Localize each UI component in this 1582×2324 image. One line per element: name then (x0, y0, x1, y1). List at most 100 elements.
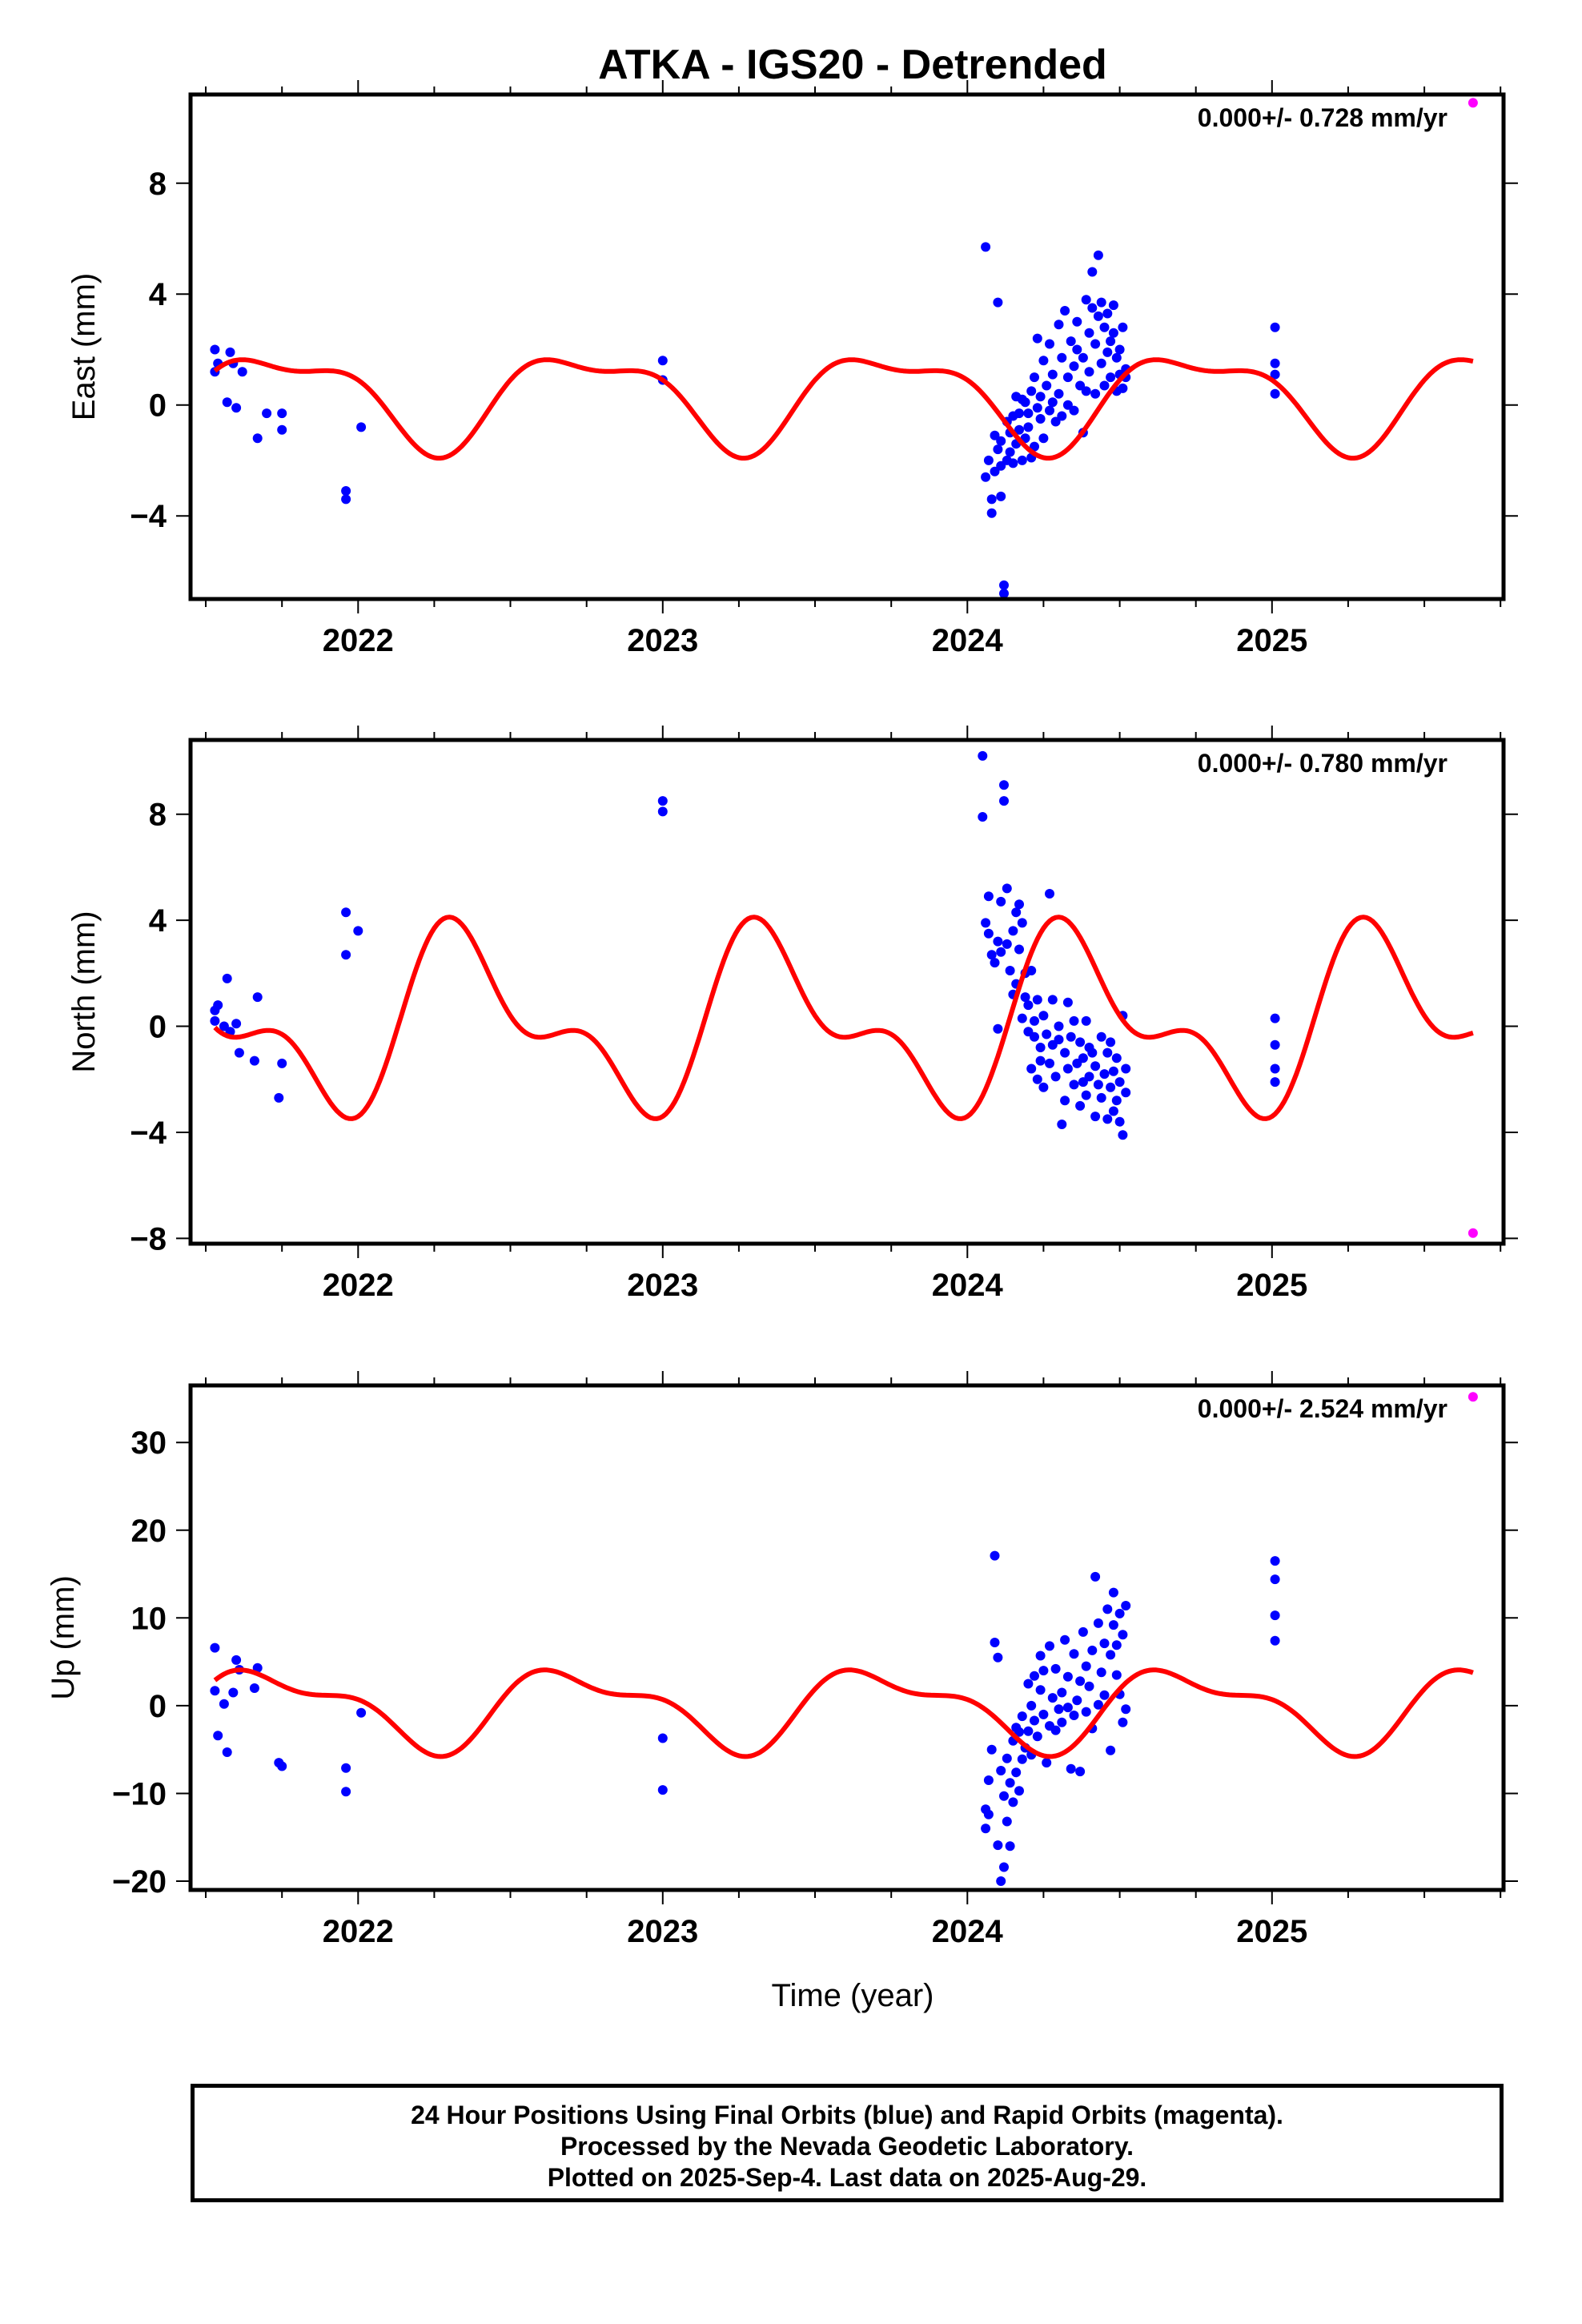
y-tick-label: 4 (149, 903, 167, 939)
final-orbit-point (1075, 1037, 1086, 1047)
final-orbit-point (1030, 1671, 1039, 1681)
final-orbit-point (1026, 1063, 1037, 1074)
final-orbit-point (978, 812, 988, 822)
final-orbit-point (1026, 386, 1037, 396)
final-orbit-point (234, 1047, 244, 1058)
final-orbit-point (1084, 1681, 1094, 1691)
final-orbit-point (999, 589, 1009, 599)
final-orbit-point (1093, 250, 1103, 260)
final-orbit-point (341, 1763, 351, 1773)
final-orbit-point (1084, 328, 1094, 338)
final-orbit-point (657, 806, 668, 817)
final-orbit-point (1017, 1711, 1027, 1722)
y-tick-label: 8 (149, 167, 167, 202)
final-orbit-point (1096, 1092, 1106, 1103)
final-orbit-point (1121, 1063, 1131, 1074)
final-orbit-point (1090, 1112, 1101, 1122)
final-orbit-point (1069, 1711, 1079, 1720)
final-orbit-point (1270, 1574, 1280, 1585)
final-orbit-point (341, 494, 351, 505)
y-tick-label: 10 (131, 1601, 167, 1636)
final-orbit-point (1111, 1053, 1122, 1063)
final-orbit-point (1075, 1676, 1086, 1687)
final-orbit-point (1050, 1725, 1061, 1735)
final-orbit-point (1093, 1618, 1103, 1628)
final-orbit-point (1270, 1556, 1280, 1566)
final-orbit-point (1038, 433, 1049, 444)
final-orbit-point (1081, 1661, 1091, 1671)
final-orbit-point (999, 796, 1009, 806)
final-orbit-point (1026, 966, 1037, 975)
final-orbit-point (1075, 380, 1086, 391)
final-orbit-point (999, 1862, 1009, 1872)
final-orbit-point (1060, 306, 1070, 316)
y-tick-label: −4 (130, 499, 167, 534)
final-orbit-point (1114, 1116, 1125, 1127)
final-orbit-point (1102, 347, 1113, 357)
final-orbit-point (1087, 1047, 1098, 1058)
final-orbit-point (986, 494, 997, 505)
final-orbit-point (1270, 369, 1280, 380)
final-orbit-point (1014, 944, 1024, 955)
final-orbit-point (999, 780, 1009, 790)
up-panel: 2022 2023 2024 2025 −20 −10 0 10 20 30 Up (mm) 0.00… (46, 1371, 1518, 1949)
final-orbit-point (1062, 400, 1073, 410)
final-orbit-point (210, 1642, 220, 1653)
final-orbit-point (1069, 405, 1079, 416)
final-orbit-point (1002, 1816, 1012, 1827)
final-orbit-point (1069, 1080, 1079, 1090)
y-tick-label: 8 (149, 798, 167, 833)
final-orbit-point (1020, 397, 1030, 408)
final-orbit-point (1069, 1649, 1079, 1659)
final-orbit-point (993, 1652, 1003, 1663)
final-orbit-point (1099, 1069, 1110, 1080)
final-orbit-point (1054, 1021, 1064, 1031)
final-orbit-point (213, 1000, 223, 1011)
final-orbit-point (1111, 1670, 1122, 1680)
final-orbit-point (996, 947, 1006, 957)
final-orbit-point (1081, 1707, 1091, 1717)
final-orbit-point (1038, 1666, 1049, 1676)
final-orbit-point (657, 356, 668, 366)
final-orbit-point (1106, 1650, 1116, 1660)
final-orbit-point (986, 508, 997, 518)
final-orbit-point (1023, 1679, 1034, 1689)
final-orbit-point (1014, 899, 1024, 910)
x-tick-label: 2025 (1236, 1914, 1307, 1949)
final-orbit-point (986, 950, 997, 960)
final-orbit-point (237, 367, 247, 377)
final-orbit-point (999, 1791, 1009, 1801)
chart-title: ATKA - IGS20 - Detrended (598, 42, 1107, 88)
final-orbit-point (1114, 1077, 1125, 1088)
x-tick-label: 2024 (932, 1914, 1004, 1949)
final-orbit-point (1023, 1726, 1034, 1736)
x-tick-label: 2025 (1236, 623, 1307, 658)
rate-annotation: 0.000+/- 0.780 mm/yr (1198, 749, 1447, 778)
final-orbit-point (219, 1699, 229, 1709)
final-orbit-point (993, 1023, 1003, 1034)
final-orbit-point (1057, 1120, 1067, 1129)
y-tick-label: −10 (112, 1777, 167, 1812)
plot-area (210, 1392, 1478, 1886)
x-tick-label: 2023 (627, 1268, 698, 1303)
final-orbit-point (1008, 1797, 1018, 1807)
final-orbit-point (1050, 416, 1061, 427)
final-orbit-point (996, 1876, 1006, 1886)
final-orbit-point (1050, 1663, 1061, 1674)
final-orbit-point (225, 347, 235, 357)
final-orbit-point (996, 491, 1006, 501)
final-orbit-point (231, 403, 242, 413)
y-tick-label: −20 (112, 1864, 167, 1900)
final-orbit-point (1099, 322, 1110, 332)
final-orbit-point (1042, 1758, 1052, 1768)
final-orbit-point (1032, 995, 1042, 1005)
final-orbit-point (657, 796, 668, 806)
final-orbit-point (1096, 358, 1106, 368)
final-orbit-point (1057, 1717, 1067, 1727)
final-orbit-point (1270, 1039, 1280, 1050)
final-orbit-point (1072, 316, 1082, 327)
x-tick-label: 2023 (627, 623, 698, 658)
final-orbit-point (1038, 1011, 1049, 1021)
final-orbit-point (1047, 397, 1058, 408)
final-orbit-point (1035, 414, 1046, 424)
